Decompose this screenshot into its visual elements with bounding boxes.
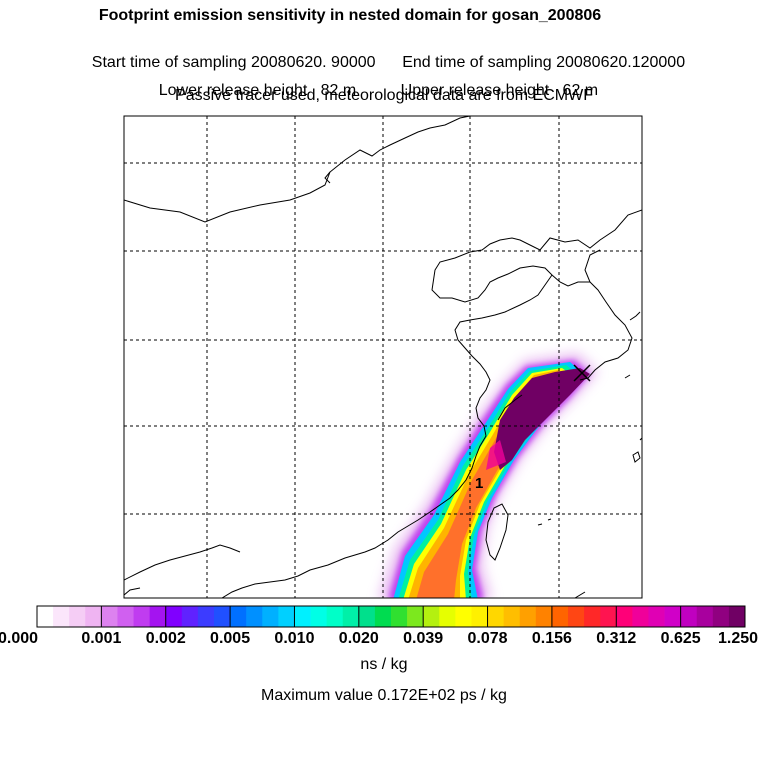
plot-title: Footprint emission sensitivity in nested… bbox=[98, 7, 602, 24]
colorbar-swatch bbox=[519, 606, 537, 627]
colorbar-swatch bbox=[680, 606, 698, 627]
colorbar-swatch bbox=[584, 606, 601, 627]
colorbar-tick-label: 0.000 bbox=[0, 630, 39, 647]
colorbar-swatch bbox=[487, 606, 505, 627]
colorbar-tick-label: 0.001 bbox=[81, 630, 122, 647]
colorbar-swatch bbox=[535, 606, 553, 627]
colorbar-swatch bbox=[85, 606, 102, 627]
sampling-times: Start time of sampling 20080620. 90000 E… bbox=[0, 33, 768, 73]
graticule bbox=[124, 116, 642, 598]
start-time-label: Start time of sampling 20080620. 90000 bbox=[91, 54, 376, 71]
colorbar-swatch bbox=[165, 606, 183, 627]
colorbar-swatch bbox=[326, 606, 344, 627]
colorbar-tick-label: 1.250 bbox=[717, 630, 759, 647]
colorbar bbox=[36, 605, 746, 628]
colorbar-swatch bbox=[455, 606, 472, 627]
colorbar-swatch bbox=[117, 606, 134, 627]
colorbar-swatch bbox=[648, 606, 665, 627]
colorbar-tick-label: 0.156 bbox=[531, 630, 572, 647]
colorbar-swatch bbox=[391, 606, 408, 627]
colorbar-swatch bbox=[712, 606, 730, 627]
colorbar-tick-label: 0.005 bbox=[210, 630, 251, 647]
colorbar-swatch bbox=[181, 606, 199, 627]
colorbar-tick-label: 0.020 bbox=[338, 630, 379, 647]
colorbar-tick-label: 0.002 bbox=[145, 630, 186, 647]
colorbar-swatch bbox=[471, 606, 488, 627]
colorbar-swatch bbox=[696, 606, 714, 627]
colorbar-swatch bbox=[262, 606, 279, 627]
lower-release-label: Lower release height 82 m bbox=[158, 82, 357, 99]
colorbar-swatch bbox=[407, 606, 424, 627]
colorbar-swatch bbox=[53, 606, 70, 627]
colorbar-swatch bbox=[294, 606, 311, 627]
end-time-label: End time of sampling 20080620.120000 bbox=[402, 54, 686, 71]
colorbar-tick-label: 0.625 bbox=[660, 630, 701, 647]
colorbar-tick-label: 0.312 bbox=[596, 630, 637, 647]
colorbar-swatch bbox=[374, 606, 392, 627]
release-heights: Lower release height 82 m Upper release … bbox=[0, 61, 758, 101]
colorbar-swatch bbox=[214, 606, 231, 627]
colorbar-swatch bbox=[37, 606, 54, 627]
release-marker-label: 1 bbox=[475, 475, 483, 492]
colorbar-tick-label: 0.010 bbox=[274, 630, 315, 647]
colorbar-swatch bbox=[616, 606, 633, 627]
colorbar-swatch bbox=[600, 606, 617, 627]
colorbar-swatch bbox=[230, 606, 247, 627]
colorbar-swatch bbox=[632, 606, 649, 627]
tracer-note: Passive tracer used, meteorological data… bbox=[175, 87, 593, 104]
colorbar-swatch bbox=[69, 606, 86, 627]
coastlines bbox=[124, 116, 642, 598]
footprint-plume bbox=[378, 353, 598, 598]
receptor-marker-icon bbox=[573, 364, 591, 382]
colorbar-swatch bbox=[101, 606, 118, 627]
colorbar-swatch bbox=[503, 606, 521, 627]
colorbar-swatch bbox=[568, 606, 585, 627]
colorbar-swatch bbox=[133, 606, 151, 627]
colorbar-swatch bbox=[149, 606, 167, 627]
maximum-value: Maximum value 0.172E+02 ps / kg bbox=[261, 687, 507, 704]
colorbar-swatch bbox=[423, 606, 440, 627]
colorbar-swatch bbox=[551, 606, 569, 627]
colorbar-units: ns / kg bbox=[360, 656, 408, 673]
colorbar-tick-label: 0.039 bbox=[403, 630, 444, 647]
colorbar-tick-label: 0.078 bbox=[467, 630, 508, 647]
colorbar-swatch bbox=[310, 606, 328, 627]
colorbar-swatch bbox=[439, 606, 456, 627]
colorbar-swatch bbox=[728, 606, 746, 627]
upper-release-label: Upper release height 62 m bbox=[400, 82, 599, 99]
colorbar-swatch bbox=[246, 606, 263, 627]
colorbar-swatch bbox=[278, 606, 295, 627]
colorbar-swatch bbox=[342, 606, 360, 627]
colorbar-swatch bbox=[197, 606, 215, 627]
colorbar-swatch bbox=[664, 606, 682, 627]
colorbar-swatch bbox=[358, 606, 376, 627]
